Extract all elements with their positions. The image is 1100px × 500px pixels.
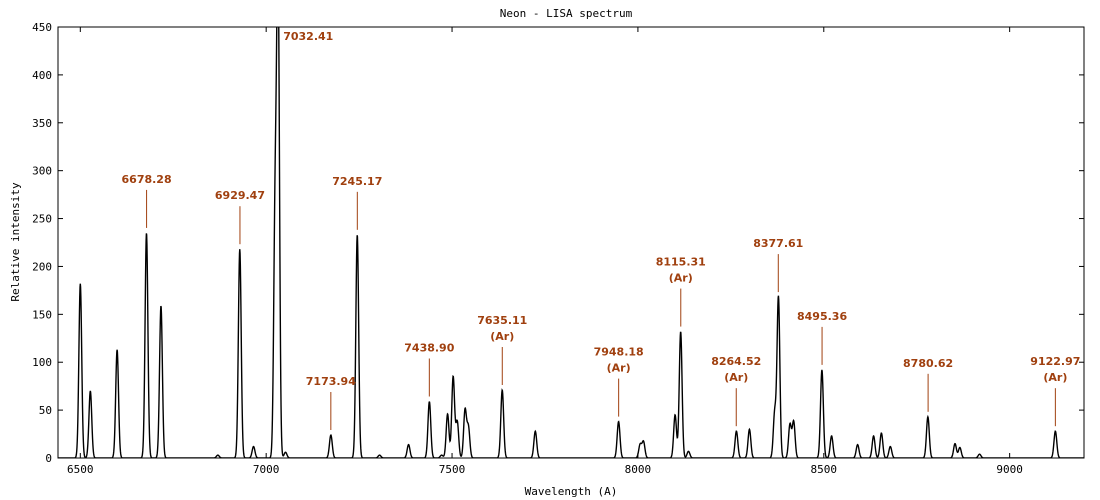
annotation-label: 9122.97	[1030, 355, 1080, 368]
spectrum-line	[58, 27, 1084, 458]
annotation-label: 8264.52	[711, 355, 761, 368]
x-tick-label: 7000	[253, 463, 280, 476]
annotation-6929.47: 6929.47	[215, 189, 265, 245]
y-axis: 0 50 100 150 200 250 300 350 400 450	[32, 21, 1084, 465]
y-tick-label: 150	[32, 308, 52, 321]
spectrum-series	[58, 27, 1084, 458]
x-tick-label: 9000	[996, 463, 1023, 476]
y-tick-label: 0	[45, 452, 52, 465]
x-axis-label: Wavelength (A)	[525, 485, 618, 498]
annotation-label: 8780.62	[903, 357, 953, 370]
annotation-7438.90: 7438.90	[404, 341, 455, 397]
annotation-label: 7635.11	[477, 314, 527, 327]
annotation-9122.97: 9122.97 (Ar)	[1030, 355, 1080, 427]
y-axis-label: Relative intensity	[9, 182, 22, 302]
y-tick-label: 400	[32, 69, 52, 82]
annotation-8495.36: 8495.36	[797, 310, 847, 365]
chart-title: Neon - LISA spectrum	[500, 7, 633, 20]
annotation-7948.18: 7948.18 (Ar)	[594, 346, 644, 417]
annotation-7032.41: 7032.41	[283, 30, 333, 43]
plot-area: 6500 7000 7500 8000 8500 9000 0 50 100 150 200 250…	[32, 21, 1085, 476]
line-annotations: 7032.41 6678.28 6929.47 7245.17 7173.94 7438.…	[122, 30, 1080, 431]
annotation-label: 6929.47	[215, 189, 265, 202]
x-tick-label: 8500	[811, 463, 838, 476]
annotation-label-ar: (Ar)	[490, 330, 514, 343]
annotation-label: 8115.31	[656, 256, 706, 269]
annotation-label: 7173.94	[306, 375, 356, 388]
y-tick-label: 50	[39, 404, 52, 417]
y-tick-label: 200	[32, 260, 52, 273]
y-tick-label: 250	[32, 213, 52, 226]
y-tick-label: 100	[32, 356, 52, 369]
annotation-7173.94: 7173.94	[306, 375, 356, 431]
annotation-label: 7438.90	[404, 341, 454, 354]
annotation-8264.52: 8264.52 (Ar)	[711, 355, 761, 427]
annotation-6678.28: 6678.28	[122, 173, 172, 228]
plot-frame	[57, 26, 1085, 459]
x-axis: 6500 7000 7500 8000 8500 9000	[67, 27, 1023, 476]
annotation-label: 6678.28	[122, 173, 172, 186]
y-tick-label: 350	[32, 117, 52, 130]
annotation-label-ar: (Ar)	[724, 371, 748, 384]
x-tick-label: 8000	[625, 463, 652, 476]
annotation-label-ar: (Ar)	[1043, 371, 1067, 384]
x-tick-label: 7500	[439, 463, 466, 476]
annotation-label: 7948.18	[594, 346, 644, 359]
x-tick-label: 6500	[67, 463, 94, 476]
annotation-7245.17: 7245.17	[332, 175, 382, 230]
annotation-label-ar: (Ar)	[669, 272, 693, 285]
annotation-8377.61: 8377.61	[753, 237, 803, 293]
annotation-label: 7245.17	[332, 175, 382, 188]
annotation-label: 8495.36	[797, 310, 847, 323]
annotation-8115.31: 8115.31 (Ar)	[656, 256, 706, 327]
annotation-8780.62: 8780.62	[903, 357, 953, 412]
y-tick-label: 450	[32, 21, 52, 34]
annotation-label: 7032.41	[283, 30, 333, 43]
annotation-7635.11: 7635.11 (Ar)	[477, 314, 527, 385]
annotation-label: 8377.61	[753, 237, 803, 250]
annotation-label-ar: (Ar)	[607, 362, 631, 375]
y-tick-label: 300	[32, 165, 52, 178]
